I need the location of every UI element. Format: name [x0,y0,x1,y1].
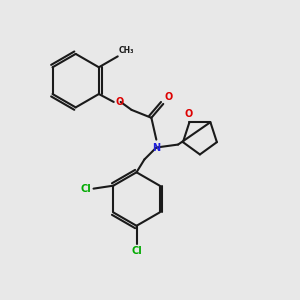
Text: O: O [164,92,172,102]
Text: Cl: Cl [131,246,142,256]
Text: Cl: Cl [81,184,92,194]
Text: O: O [116,97,124,107]
Text: CH₃: CH₃ [119,46,134,56]
Text: O: O [184,109,193,119]
Text: N: N [152,142,160,153]
